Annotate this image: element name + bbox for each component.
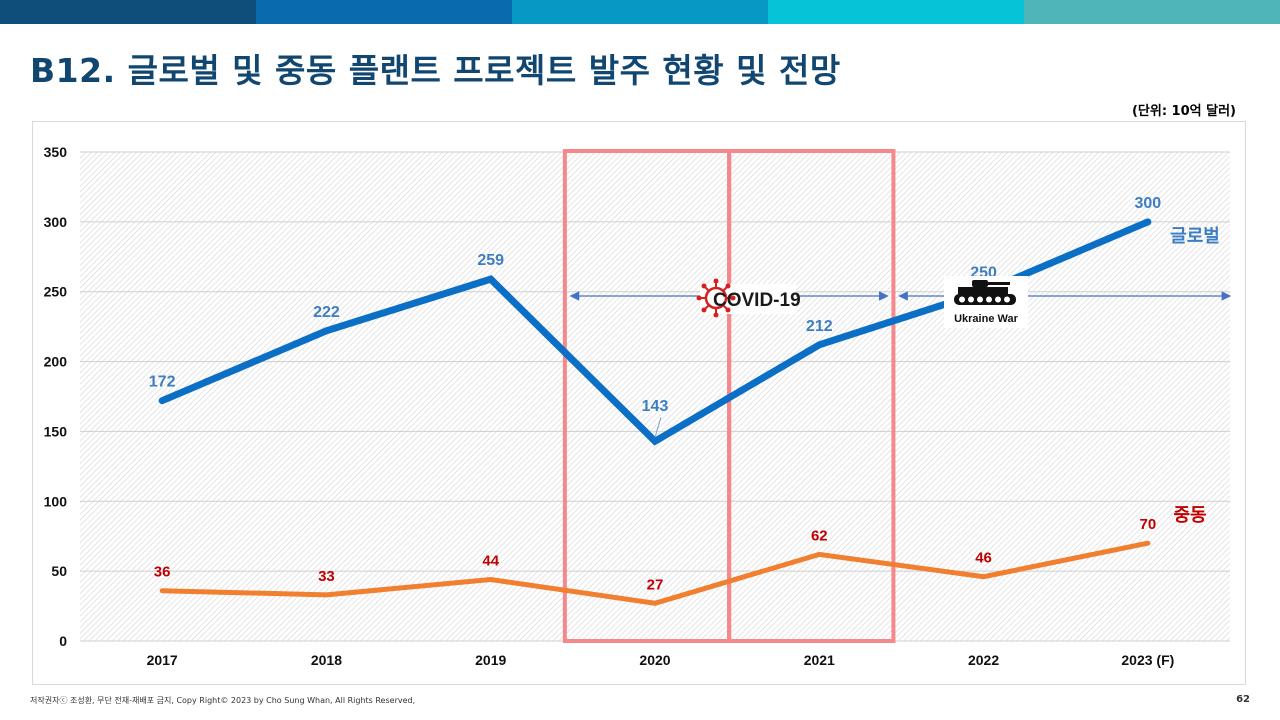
data-point — [490, 579, 492, 581]
data-point — [161, 400, 163, 402]
top-bar-segment-5 — [1024, 0, 1280, 24]
data-point — [818, 344, 820, 346]
top-color-bar — [0, 0, 1280, 24]
x-tick-label: 2021 — [804, 652, 835, 668]
data-label: 212 — [806, 318, 833, 335]
tank-icon — [954, 280, 1016, 305]
data-point — [654, 602, 656, 604]
x-axis: 2017 2018 2019 2020 2021 2022 2023 (F) — [147, 652, 1175, 668]
data-point — [818, 553, 820, 555]
x-tick-label: 2022 — [968, 652, 999, 668]
y-tick-label: 50 — [51, 563, 67, 579]
war-annotation: Ukraine War — [944, 276, 1028, 328]
unit-label: (단위: 10억 달러) — [1131, 104, 1236, 119]
y-axis: 0 50 100 150 200 250 300 350 — [44, 144, 68, 649]
data-point — [983, 576, 985, 578]
top-bar-segment-4 — [768, 0, 1024, 24]
data-point — [1147, 542, 1149, 544]
y-tick-label: 150 — [44, 423, 68, 439]
plot-area — [80, 152, 1230, 641]
data-label: 143 — [642, 398, 669, 415]
copyright-footer: 저작권자ⓒ 조성환, 무단 전재-재배포 금지, Copy Right© 202… — [30, 696, 416, 705]
data-label: 27 — [647, 576, 664, 593]
page-title: B12. 글로벌 및 중동 플랜트 프로젝트 발주 현황 및 전망 — [30, 51, 841, 90]
top-bar-segment-3 — [512, 0, 768, 24]
y-tick-label: 200 — [44, 354, 68, 370]
covid-label: COVID-19 — [713, 290, 801, 311]
data-label: 36 — [154, 564, 171, 581]
y-tick-label: 250 — [44, 284, 68, 300]
data-label: 300 — [1135, 195, 1162, 212]
data-label: 44 — [482, 553, 499, 570]
page-number: 62 — [1236, 694, 1250, 705]
x-tick-label: 2017 — [147, 652, 178, 668]
x-tick-label: 2023 (F) — [1121, 652, 1174, 668]
data-point — [161, 590, 163, 592]
label-leader-line — [654, 417, 662, 438]
war-label: Ukraine War — [954, 313, 1019, 325]
data-label: 222 — [313, 304, 340, 321]
chart-frame — [32, 121, 1246, 685]
y-tick-label: 300 — [44, 214, 68, 230]
data-point — [325, 594, 327, 596]
virus-icon — [696, 278, 736, 318]
y-tick-label: 0 — [59, 633, 67, 649]
data-label: 70 — [1140, 516, 1157, 533]
data-point — [325, 330, 327, 332]
top-bar-segment-2 — [256, 0, 512, 24]
y-tick-label: 100 — [44, 493, 68, 509]
x-tick-label: 2020 — [639, 652, 670, 668]
data-label: 259 — [477, 252, 504, 269]
y-tick-label: 350 — [44, 144, 68, 160]
data-label: 172 — [149, 374, 176, 391]
top-bar-segment-1 — [0, 0, 256, 24]
x-tick-label: 2018 — [311, 652, 342, 668]
covid-annotation: COVID-19 — [696, 278, 801, 318]
data-label: 62 — [811, 527, 828, 544]
data-point — [490, 278, 492, 280]
x-tick-label: 2019 — [475, 652, 506, 668]
data-label: 33 — [318, 568, 335, 585]
data-point — [654, 440, 656, 442]
data-point — [1147, 221, 1149, 223]
legend-global: 글로벌 — [1170, 226, 1220, 246]
data-label: 46 — [975, 550, 992, 567]
legend-middle-east: 중동 — [1173, 505, 1206, 525]
